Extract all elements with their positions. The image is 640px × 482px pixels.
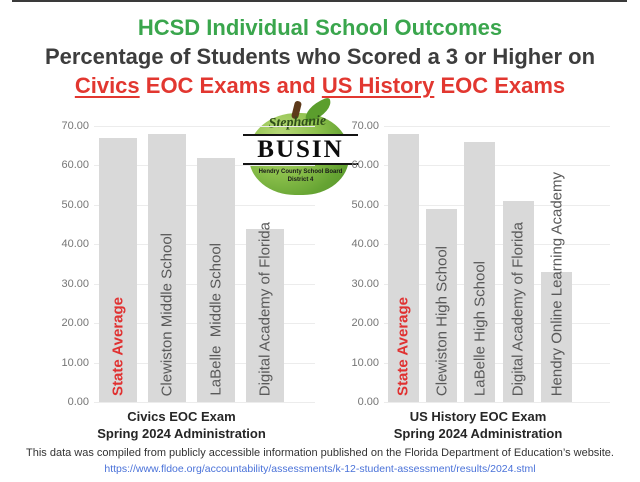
- gridline: [384, 362, 610, 364]
- bar: State Average: [99, 137, 138, 402]
- source-note: This data was compiled from publicly acc…: [26, 447, 614, 459]
- us-history-underlined-text: US History: [321, 73, 435, 98]
- y-tick-label: 40.00: [61, 238, 89, 251]
- page-subtitle-exams: Civics EOC Exams and US History EOC Exam…: [0, 71, 640, 100]
- bar: Digital Academy of Florida: [245, 222, 284, 402]
- bars-row: State Average Clewiston High School LaBell…: [384, 126, 610, 402]
- page-title: HCSD Individual School Outcomes: [137, 15, 503, 40]
- y-tick-label: 60.00: [61, 159, 89, 172]
- y-tick-label: 50.00: [351, 198, 379, 211]
- chart-caption: Civics EOC Exam Spring 2024 Administrati…: [48, 408, 315, 442]
- y-tick-label: 40.00: [351, 238, 379, 251]
- page-subtitle: Percentage of Students who Scored a 3 or…: [44, 44, 596, 69]
- gridline: [94, 402, 315, 403]
- chart-subtitle: Spring 2024 Administration: [97, 426, 266, 441]
- us-history-chart: 70.00 60.00 50.00 40.00 30.00 20.00 10.00 0.00 …: [346, 120, 610, 442]
- bar: Digital Academy of Florida: [502, 200, 534, 402]
- chart-body: 70.00 60.00 50.00 40.00 30.00 20.00 10.00 0.00 …: [346, 120, 610, 408]
- bar-label: LaBelle High School: [471, 260, 489, 396]
- logo-last-name: BUSIN: [257, 136, 344, 163]
- bar: Clewiston High School: [426, 208, 458, 402]
- exams-text-1: EOC Exams and: [139, 73, 322, 98]
- bar-label: Clewiston High School: [433, 245, 451, 396]
- logo-district: District 4: [287, 177, 314, 183]
- y-tick-label: 20.00: [351, 317, 379, 330]
- bars-row: State Average Clewiston Middle School LaBe…: [94, 126, 315, 402]
- gridline: [384, 323, 610, 325]
- civics-chart: 70.00 60.00 50.00 40.00 30.00 20.00 10.00 0.00 …: [48, 120, 315, 442]
- footer: This data was compiled from publicly acc…: [0, 446, 640, 475]
- top-border-line: [12, 0, 627, 2]
- gridline: [94, 126, 315, 127]
- y-tick-label: 10.00: [351, 356, 379, 369]
- logo-banner: BUSIN: [243, 134, 358, 165]
- bar: State Average: [387, 133, 419, 402]
- y-tick-label: 60.00: [351, 159, 379, 172]
- y-tick-label: 30.00: [351, 277, 379, 290]
- plot-area: State Average Clewiston Middle School LaBe…: [94, 126, 315, 403]
- y-axis: 70.00 60.00 50.00 40.00 30.00 20.00 10.00 0.00: [346, 120, 384, 408]
- bar: LaBelle Middle School: [196, 157, 235, 402]
- bar-label: State Average: [109, 297, 127, 396]
- gridline: [384, 204, 610, 206]
- y-tick-label: 50.00: [61, 198, 89, 211]
- bar-label: State Average: [394, 297, 412, 396]
- civics-underlined-text: Civics: [74, 73, 140, 98]
- y-axis: 70.00 60.00 50.00 40.00 30.00 20.00 10.00 0.00: [48, 120, 94, 408]
- bar: Clewiston Middle School: [148, 133, 187, 402]
- header: HCSD Individual School Outcomes Percenta…: [0, 13, 640, 100]
- gridline: [384, 283, 610, 285]
- chart-caption: US History EOC Exam Spring 2024 Administ…: [346, 408, 610, 442]
- y-tick-label: 0.00: [67, 396, 89, 408]
- y-tick-label: 70.00: [61, 120, 89, 132]
- gridline: [384, 244, 610, 246]
- bar: LaBelle High School: [464, 141, 496, 402]
- bar-label: Digital Academy of Florida: [256, 221, 274, 396]
- y-tick-label: 20.00: [61, 317, 89, 330]
- gridline: [384, 126, 610, 127]
- bar-label: Hendry Online Learning Academy: [548, 171, 566, 396]
- source-link[interactable]: https://www.fldoe.org/accountability/ass…: [104, 463, 536, 475]
- chart-title: US History EOC Exam: [409, 409, 547, 424]
- gridline: [384, 165, 610, 167]
- y-tick-label: 70.00: [351, 120, 379, 132]
- logo-organization: Hendry County School Board: [258, 169, 343, 175]
- bar-label: Digital Academy of Florida: [509, 221, 527, 396]
- chart-title: Civics EOC Exam: [127, 409, 236, 424]
- bar: Hendry Online Learning Academy: [541, 172, 573, 402]
- bar-label: Clewiston Middle School: [158, 232, 176, 396]
- y-tick-label: 0.00: [357, 396, 379, 408]
- gridline: [384, 402, 610, 403]
- chart-body: 70.00 60.00 50.00 40.00 30.00 20.00 10.00 0.00 …: [48, 120, 315, 408]
- bar-label: LaBelle Middle School: [207, 243, 225, 396]
- exams-text-2: EOC Exams: [434, 73, 566, 98]
- chart-subtitle: Spring 2024 Administration: [393, 426, 563, 441]
- plot-area: State Average Clewiston High School LaBell…: [384, 126, 610, 403]
- y-tick-label: 30.00: [61, 277, 89, 290]
- y-tick-label: 10.00: [61, 356, 89, 369]
